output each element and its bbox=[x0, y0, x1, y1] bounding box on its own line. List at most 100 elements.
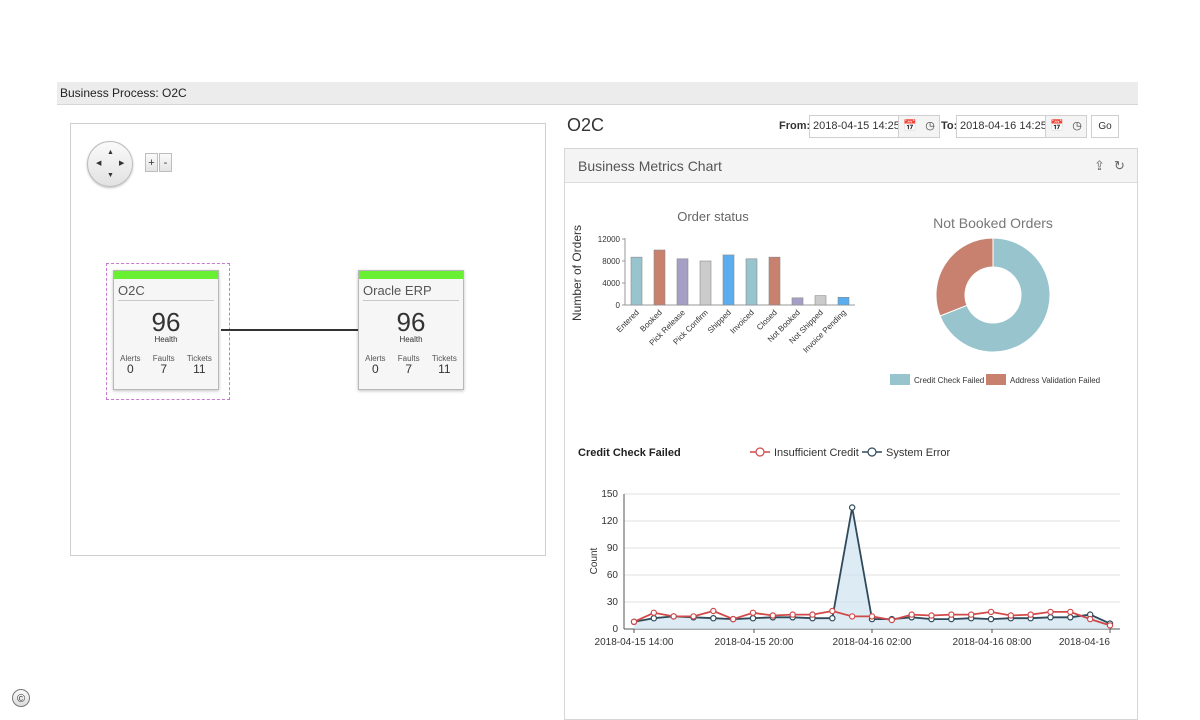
pan-right-icon[interactable]: ▶ bbox=[119, 160, 125, 167]
clock-icon[interactable]: ◷ bbox=[1072, 120, 1082, 132]
data-point bbox=[710, 615, 717, 622]
bar bbox=[676, 258, 689, 306]
to-label: To: bbox=[941, 120, 958, 132]
node-health-value: 96 bbox=[396, 307, 426, 337]
alerts-value: 0 bbox=[371, 362, 379, 376]
credit-check-chart: Credit Check Failed Insufficient Credit S… bbox=[578, 447, 1120, 648]
series-area bbox=[634, 507, 1110, 629]
go-button[interactable]: Go bbox=[1091, 115, 1119, 138]
process-diagram-canvas[interactable]: ▲ ▼ ◀ ▶ + - O2C 96 Health Alerts 0 Fault… bbox=[70, 123, 546, 556]
y-tick-label: 60 bbox=[607, 570, 619, 581]
node-title: Oracle ERP bbox=[363, 283, 432, 298]
data-point bbox=[1047, 614, 1054, 621]
y-tick-label: 0 bbox=[616, 301, 621, 310]
data-point bbox=[967, 611, 975, 618]
y-tick-label: 12000 bbox=[598, 235, 621, 244]
x-tick-label: 2018-04-16 08:00 bbox=[953, 637, 1032, 648]
tickets-value: 11 bbox=[438, 362, 451, 376]
calendar-icon[interactable]: 📅 bbox=[903, 120, 917, 132]
node-status-bar bbox=[359, 271, 463, 279]
pie-slice bbox=[939, 237, 1051, 353]
data-point bbox=[829, 615, 836, 622]
refresh-icon[interactable]: ↻ bbox=[1114, 158, 1125, 173]
legend-label: Address Validation Failed bbox=[1010, 376, 1100, 385]
legend-label: System Error bbox=[886, 447, 951, 459]
data-point bbox=[888, 616, 896, 624]
node-health-label: Health bbox=[154, 335, 178, 344]
legend-marker bbox=[867, 447, 877, 457]
tickets-label: Tickets bbox=[186, 354, 212, 363]
data-point bbox=[749, 615, 757, 622]
tickets-label: Tickets bbox=[431, 354, 457, 363]
from-datetime-value[interactable]: 2018-04-15 14:25 bbox=[813, 120, 900, 132]
data-point bbox=[908, 611, 915, 618]
y-tick-label: 8000 bbox=[602, 257, 620, 266]
node-title: O2C bbox=[118, 283, 145, 298]
bar bbox=[745, 258, 758, 306]
credit-check-ylabel: Count bbox=[589, 547, 600, 574]
node-health-value: 96 bbox=[151, 307, 181, 337]
bar bbox=[814, 295, 827, 306]
data-point bbox=[868, 613, 876, 620]
pan-control[interactable]: ▲ ▼ ◀ ▶ bbox=[87, 141, 133, 187]
bar bbox=[699, 260, 712, 306]
bar bbox=[630, 256, 643, 306]
node-connector bbox=[221, 329, 358, 331]
x-tick-label: Shipped bbox=[706, 308, 733, 335]
bar bbox=[653, 249, 666, 306]
panel-header: Business Metrics Chart ⇪ ↻ bbox=[565, 149, 1137, 183]
x-tick-label: 2018-04-16 02:00 bbox=[833, 637, 912, 648]
clock-icon[interactable]: ◷ bbox=[925, 120, 935, 132]
process-title: Business Process: O2C bbox=[60, 86, 187, 100]
x-tick-label: Entered bbox=[615, 308, 641, 334]
order-status-ylabel: Number of Orders bbox=[570, 225, 584, 321]
y-tick-label: 90 bbox=[607, 543, 619, 554]
data-point bbox=[848, 504, 856, 511]
y-tick-label: 4000 bbox=[602, 279, 620, 288]
process-title-bar: Business Process: O2C bbox=[57, 82, 1138, 105]
pan-left-icon[interactable]: ◀ bbox=[96, 160, 102, 167]
data-point bbox=[1067, 614, 1074, 621]
data-point bbox=[749, 609, 757, 616]
legend-swatch bbox=[986, 374, 1006, 385]
business-metrics-panel: Business Metrics Chart ⇪ ↻ Order status … bbox=[564, 148, 1138, 720]
bar bbox=[791, 297, 804, 306]
legend-marker bbox=[755, 447, 765, 457]
data-point bbox=[630, 618, 638, 625]
node-selection-outline bbox=[106, 263, 230, 400]
data-point bbox=[1106, 622, 1114, 629]
y-tick-label: 30 bbox=[607, 597, 619, 608]
faults-value: 7 bbox=[405, 362, 413, 376]
order-status-chart: Order status Number of Orders 12000 8000 4… bbox=[570, 209, 855, 355]
y-tick-label: 0 bbox=[612, 624, 618, 635]
legend-swatch bbox=[890, 374, 910, 385]
node-oracle-erp[interactable]: Oracle ERP 96 Health Alerts 0 Faults 7 T… bbox=[358, 270, 464, 390]
data-point bbox=[948, 611, 955, 618]
to-datetime-field[interactable]: 2018-04-16 14:25 📅 ◷ bbox=[956, 115, 1087, 138]
node-health-label: Health bbox=[399, 335, 423, 344]
data-point bbox=[710, 607, 717, 615]
data-point bbox=[987, 615, 995, 623]
zoom-out-button[interactable]: - bbox=[159, 153, 172, 172]
data-point bbox=[1067, 608, 1074, 616]
from-label: From: bbox=[779, 120, 811, 132]
pan-up-icon[interactable]: ▲ bbox=[107, 149, 114, 156]
data-point bbox=[650, 609, 658, 616]
data-point bbox=[690, 613, 697, 620]
zoom-in-button[interactable]: + bbox=[145, 153, 158, 172]
export-icon[interactable]: ⇪ bbox=[1094, 158, 1105, 173]
x-tick-label: 2018-04-16 bbox=[1059, 637, 1111, 648]
not-booked-title: Not Booked Orders bbox=[933, 215, 1053, 231]
from-datetime-field[interactable]: 2018-04-15 14:25 📅 ◷ bbox=[809, 115, 940, 138]
node-o2c[interactable]: O2C 96 Health Alerts 0 Faults 7 Tickets … bbox=[113, 270, 219, 390]
legend-label: Credit Check Failed bbox=[914, 376, 984, 385]
data-point bbox=[670, 613, 677, 620]
data-point bbox=[829, 607, 836, 615]
calendar-icon[interactable]: 📅 bbox=[1050, 120, 1064, 132]
data-point bbox=[1047, 608, 1054, 616]
order-status-title: Order status bbox=[677, 209, 749, 224]
to-datetime-value[interactable]: 2018-04-16 14:25 bbox=[960, 120, 1047, 132]
not-booked-chart: Not Booked Orders Credit Check Failed Add… bbox=[890, 215, 1100, 385]
node-status-bar bbox=[114, 271, 218, 279]
pan-down-icon[interactable]: ▼ bbox=[107, 172, 114, 179]
